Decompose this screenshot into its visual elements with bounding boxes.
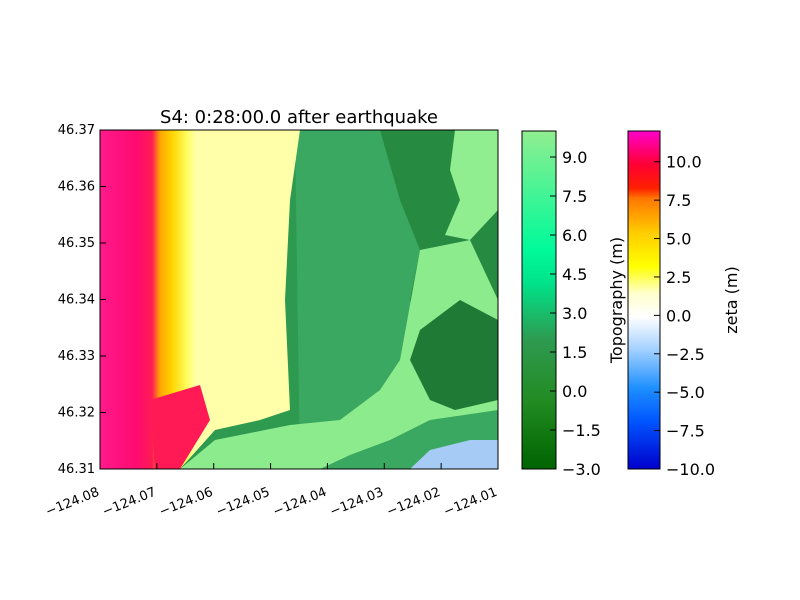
topography-colorbar-ticks: −3.0 −1.5 0.0 1.5 3.0 4.5 6.0 7.5 9.0 [550,148,601,479]
colorbar-tick-label: −7.5 [666,422,705,441]
colorbar-tick-label: 5.0 [666,230,691,249]
colorbar-tick-label: −1.5 [562,421,601,440]
colorbar-tick-label: 10.0 [666,153,702,172]
colorbar-tick-label: −2.5 [666,345,705,364]
zeta-colorbar-label: zeta (m) [722,266,741,333]
colorbar-tick-label: 2.5 [666,268,691,287]
x-tick-label: −124.03 [328,485,386,520]
topography-highland-north [445,130,498,240]
topography-colorbar-label: Topography (m) [607,237,626,364]
colorbar-tick-label: −10.0 [666,460,715,479]
x-tick-label: −124.08 [44,485,102,520]
colorbar-tick-label: 6.0 [562,226,587,245]
colorbar-tick-label: −5.0 [666,383,705,402]
zeta-colorbar: −10.0 −7.5 −5.0 −2.5 0.0 2.5 5.0 7.5 10.0 zeta (… [627,130,741,479]
y-axis: 46.31 46.32 46.33 46.34 46.35 46.36 46.37 [58,123,106,477]
x-tick-label: −124.01 [442,485,500,520]
y-tick-label: 46.32 [58,406,95,421]
y-tick-label: 46.31 [58,462,95,477]
colorbar-tick-label: 7.5 [666,191,691,210]
y-tick-label: 46.36 [58,180,95,195]
x-tick-label: −124.05 [214,485,272,520]
surge-water [100,130,300,469]
x-tick-label: −124.02 [385,485,443,520]
colorbar-tick-label: −3.0 [562,460,601,479]
x-tick-label: −124.07 [100,485,158,520]
bay-water [410,440,498,469]
x-axis: −124.08−124.07−124.06−124.05−124.04−124.… [44,463,500,520]
colorbar-tick-label: 0.0 [666,306,691,325]
y-tick-label: 46.37 [58,123,95,138]
surge-front-red [150,385,210,469]
x-tick-label: −124.06 [157,485,215,520]
colorbar-tick-label: 7.5 [562,187,587,206]
y-tick-label: 46.35 [58,236,95,251]
zeta-colorbar-fill [627,130,661,470]
y-tick-label: 46.33 [58,349,95,364]
x-tick-label: −124.04 [271,485,329,520]
y-tick-label: 46.34 [58,293,95,308]
chart-title: S4: 0:28:00.0 after earthquake [160,107,438,128]
topography-dark-channel [410,300,498,410]
colorbar-tick-label: 1.5 [562,343,587,362]
topography-highland-south [180,240,498,469]
zeta-colorbar-ticks: −10.0 −7.5 −5.0 −2.5 0.0 2.5 5.0 7.5 10.0 [654,153,715,479]
colorbar-tick-label: 3.0 [562,304,587,323]
colorbar-tick-label: 0.0 [562,382,587,401]
colorbar-tick-label: 9.0 [562,148,587,167]
heatmap-field [100,130,498,469]
topography-colorbar-fill [521,130,557,470]
topography-colorbar: −3.0 −1.5 0.0 1.5 3.0 4.5 6.0 7.5 9.0 Topography… [521,130,626,479]
colorbar-tick-label: 4.5 [562,265,587,284]
